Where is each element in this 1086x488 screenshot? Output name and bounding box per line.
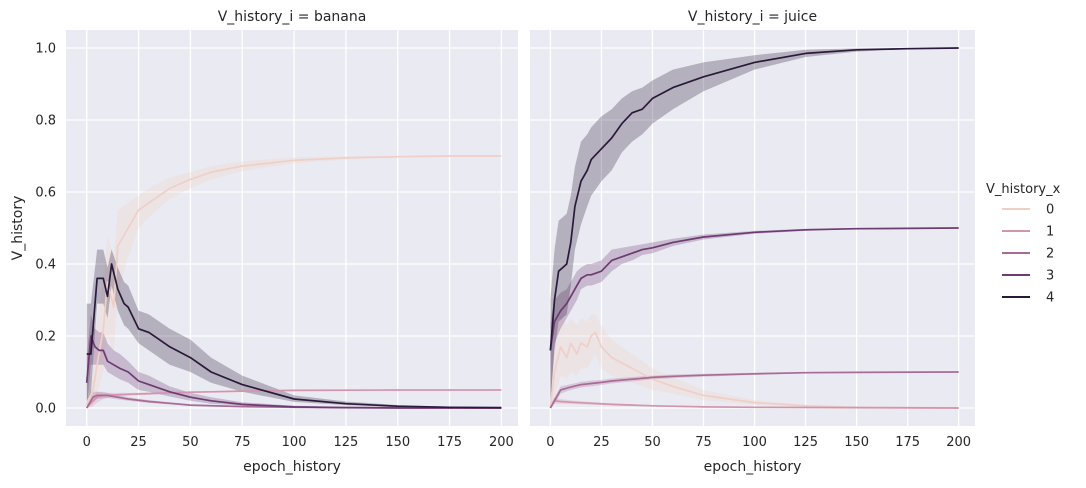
series-line-1 (549, 399, 959, 409)
y-tick-label: 0.4 (35, 258, 56, 273)
x-tick-label: 100 (742, 435, 767, 450)
x-tick-label: 50 (182, 435, 199, 450)
legend-label-2: 2 (1046, 247, 1054, 262)
series-line-4 (549, 47, 959, 351)
series-line-0 (549, 331, 959, 409)
y-axis-label: V_history (10, 196, 26, 261)
plot-area (85, 155, 502, 409)
x-tick-label: 125 (333, 435, 358, 450)
x-axis-label: epoch_history (243, 459, 341, 475)
x-tick-label: 150 (844, 435, 869, 450)
series-line-1 (86, 389, 502, 409)
series-line-3 (549, 227, 959, 351)
x-tick-label: 125 (793, 435, 818, 450)
x-tick-label: 175 (437, 435, 462, 450)
y-tick-label: 0.6 (35, 186, 56, 201)
y-tick-label: 0.0 (35, 402, 56, 417)
x-axis-label: epoch_history (704, 459, 802, 475)
legend: V_history_x 0 1 2 3 4 (986, 182, 1061, 306)
series-line-4 (86, 263, 502, 409)
legend-label-1: 1 (1046, 225, 1054, 240)
legend-label-0: 0 (1046, 203, 1054, 218)
x-tick-label: 75 (234, 435, 251, 450)
y-tick-label: 1.0 (35, 42, 56, 57)
panel-2: 0 25 50 75 100 125 150 175 200 V_history_i = juic… (530, 9, 975, 475)
legend-title: V_history_x (986, 182, 1061, 197)
y-tick-label: 0.2 (35, 330, 56, 345)
x-tick-label: 200 (489, 435, 514, 450)
panel-title: V_history_i = juice (688, 9, 817, 25)
x-tick-label: 75 (695, 435, 712, 450)
x-tick-label: 0 (83, 435, 91, 450)
legend-label-3: 3 (1046, 269, 1054, 284)
x-tick-label: 50 (644, 435, 661, 450)
series-line-3 (85, 335, 502, 409)
x-tick-label: 150 (385, 435, 410, 450)
panel-background (66, 30, 518, 426)
y-tick-label: 0.8 (35, 114, 56, 129)
confidence-band-4 (86, 249, 502, 408)
x-tick-label: 25 (593, 435, 610, 450)
panel-title: V_history_i = banana (218, 9, 367, 25)
plot-area (549, 47, 959, 409)
x-tick-label: 25 (130, 435, 147, 450)
x-tick-label: 200 (946, 435, 971, 450)
x-tick-label: 100 (282, 435, 307, 450)
x-tick-label: 175 (895, 435, 920, 450)
series-line-0 (85, 155, 502, 405)
legend-label-4: 4 (1046, 291, 1054, 306)
panel-1: 0 25 50 75 100 125 150 175 200 0.0 0.2 0.4 0.6 0.8 1.0… (10, 9, 518, 475)
x-tick-label: 0 (546, 435, 554, 450)
series-line-2 (549, 371, 959, 409)
confidence-band-0 (550, 314, 959, 408)
